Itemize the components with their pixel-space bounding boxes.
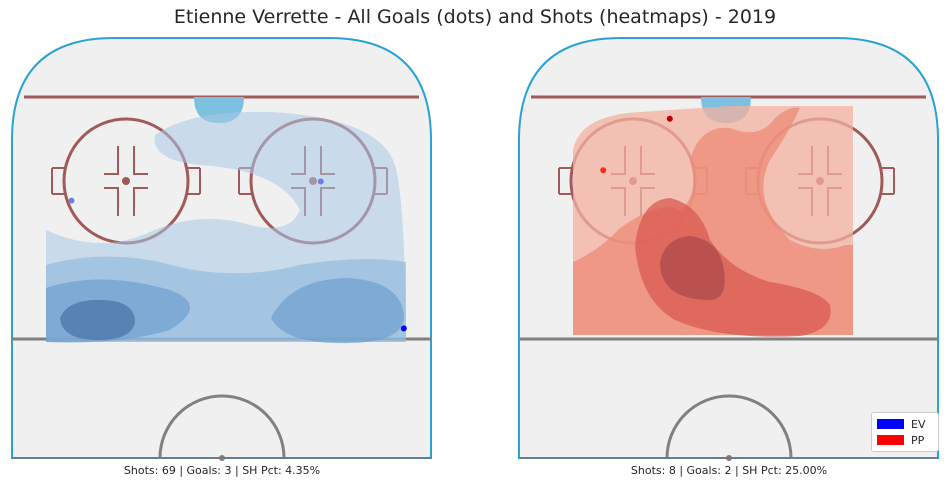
heatmap-ev [46, 111, 406, 344]
goal-dot-ev-2 [68, 197, 75, 204]
goal-dot-pp-2 [666, 115, 673, 122]
legend-label-ev: EV [911, 417, 926, 431]
caption-ev: Shots: 69 | Goals: 3 | SH Pct: 4.35% [123, 464, 321, 477]
goal-dot-ev-1 [317, 178, 324, 185]
center-circle [158, 394, 286, 459]
goal-dots-pp [600, 115, 673, 174]
legend-label-pp: PP [911, 433, 925, 447]
rink-left [11, 37, 432, 461]
legend-swatch-pp [877, 435, 904, 445]
legend-item-ev: EV [877, 417, 925, 431]
legend-swatch-ev [877, 419, 904, 429]
rink-right [518, 37, 939, 461]
legend-item-pp: PP [877, 433, 924, 447]
goal-dots-ev [68, 178, 407, 332]
chart-title: Etienne Verrette - All Goals (dots) and … [173, 6, 777, 28]
heatmap-pp-level-3 [635, 198, 831, 337]
heatmap-pp-level-4 [660, 236, 725, 300]
legend: EV PP [871, 412, 939, 452]
goal-dot-pp-1 [600, 167, 607, 174]
goal-dot-ev-3 [400, 325, 407, 332]
caption-pp: Shots: 8 | Goals: 2 | SH Pct: 25.00% [630, 464, 828, 477]
center-circle [665, 394, 793, 459]
heatmap-ev-level-4 [271, 278, 405, 344]
heatmap-pp [573, 106, 853, 337]
heatmap-ev-level-5 [60, 299, 135, 340]
